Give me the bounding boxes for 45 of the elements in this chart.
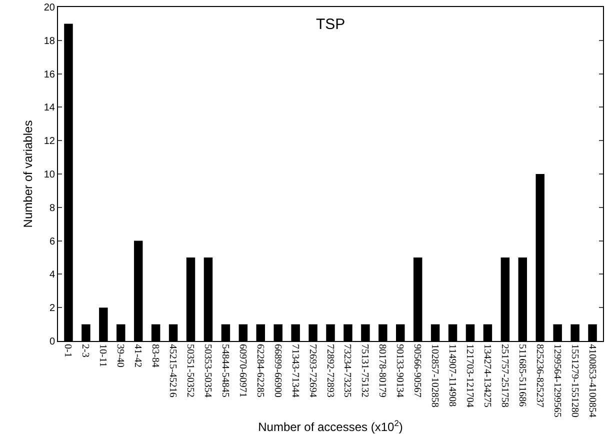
x-tick-label: 72892-72893 bbox=[324, 344, 336, 398]
y-tick-label: 12 bbox=[44, 136, 56, 148]
x-tick-label: 825236-825237 bbox=[534, 344, 545, 408]
x-tick-label: 2-3 bbox=[80, 344, 91, 358]
y-tick-label: 10 bbox=[44, 170, 56, 180]
y-tick-label: 18 bbox=[44, 36, 56, 47]
y-tick-label: 16 bbox=[44, 69, 56, 80]
y-tick-label: 2 bbox=[49, 303, 56, 314]
x-axis-title: Number of accesses (x10$^{2}$) bbox=[258, 418, 403, 434]
x-tick-label: 50353-50354 bbox=[202, 344, 213, 398]
x-tick-label: 83-84 bbox=[150, 344, 161, 368]
y-tick-label: 6 bbox=[49, 236, 56, 248]
x-tick-label: 90133-90134 bbox=[394, 344, 406, 398]
x-tick-label: 62284-62285 bbox=[254, 344, 266, 398]
x-tick-label: 114907-114908 bbox=[446, 344, 458, 407]
y-axis-title: Number of variables bbox=[21, 120, 36, 228]
y-tick-label: 8 bbox=[49, 202, 56, 214]
y-tick-label: 4 bbox=[49, 270, 56, 281]
x-tick-label: 39-40 bbox=[114, 344, 126, 368]
x-tick-label: 102857-102858 bbox=[429, 344, 440, 408]
text: TSP bbox=[316, 16, 346, 33]
x-tick-label: 41-42 bbox=[132, 344, 144, 368]
x-tick-label: 60970-60971 bbox=[236, 344, 248, 398]
x-tick-label: 10-11 bbox=[97, 344, 108, 367]
y-tick-label: 0 bbox=[49, 336, 56, 348]
x-tick-label: 50351-50352 bbox=[184, 344, 196, 398]
y-tick-label: 20 bbox=[44, 2, 56, 14]
x-tick-label: 66899-66900 bbox=[272, 344, 283, 398]
x-tick-label: 45215-45216 bbox=[167, 344, 178, 398]
x-tick-label: 72693-72694 bbox=[306, 344, 318, 398]
x-tick-label: 1299564-1299565 bbox=[551, 344, 562, 418]
x-tick-label: 1551279-1551280 bbox=[568, 344, 580, 418]
x-tick-label: 134274-134275 bbox=[481, 344, 492, 408]
x-tick-label: 75131-75132 bbox=[359, 344, 370, 398]
x-tick-label: 251757-251758 bbox=[498, 344, 510, 408]
x-tick-label: 511685-511686 bbox=[516, 344, 528, 407]
x-tick-label: 73234-73235 bbox=[342, 344, 353, 398]
x-tick-label: 80178-80179 bbox=[376, 344, 388, 398]
x-tick-label: 0-1 bbox=[62, 344, 74, 358]
y-tick-label: 14 bbox=[44, 102, 56, 114]
x-tick-label: 4100853-4100854 bbox=[586, 344, 598, 418]
x-tick-label: 121703-121704 bbox=[464, 344, 475, 408]
x-tick-label: 71343-71344 bbox=[289, 344, 300, 398]
x-tick-label: 54844-54845 bbox=[219, 344, 230, 398]
x-tick-label: 90566-90567 bbox=[412, 344, 423, 398]
